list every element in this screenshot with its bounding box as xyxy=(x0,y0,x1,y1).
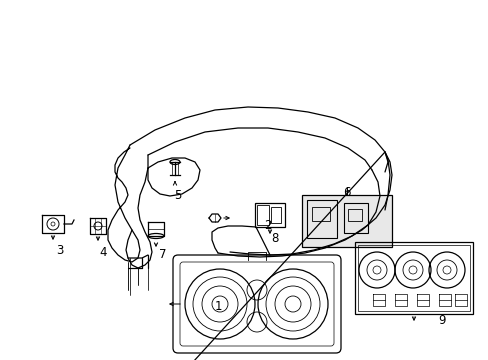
Bar xyxy=(311,207,329,221)
Text: 5: 5 xyxy=(174,189,182,202)
Text: 8: 8 xyxy=(271,231,278,244)
Text: 2: 2 xyxy=(264,219,271,231)
Text: 6: 6 xyxy=(343,185,350,198)
Text: 1: 1 xyxy=(214,301,221,314)
Bar xyxy=(302,195,391,247)
Bar xyxy=(354,242,472,314)
Text: 7: 7 xyxy=(159,248,166,261)
Bar xyxy=(357,245,469,311)
Bar xyxy=(347,209,361,221)
Bar xyxy=(257,205,268,225)
Bar xyxy=(254,203,285,227)
Bar xyxy=(270,207,281,223)
Bar xyxy=(343,203,367,233)
Bar xyxy=(306,200,336,238)
Text: 3: 3 xyxy=(56,243,63,257)
Text: 9: 9 xyxy=(437,314,445,327)
Text: 4: 4 xyxy=(99,246,106,258)
